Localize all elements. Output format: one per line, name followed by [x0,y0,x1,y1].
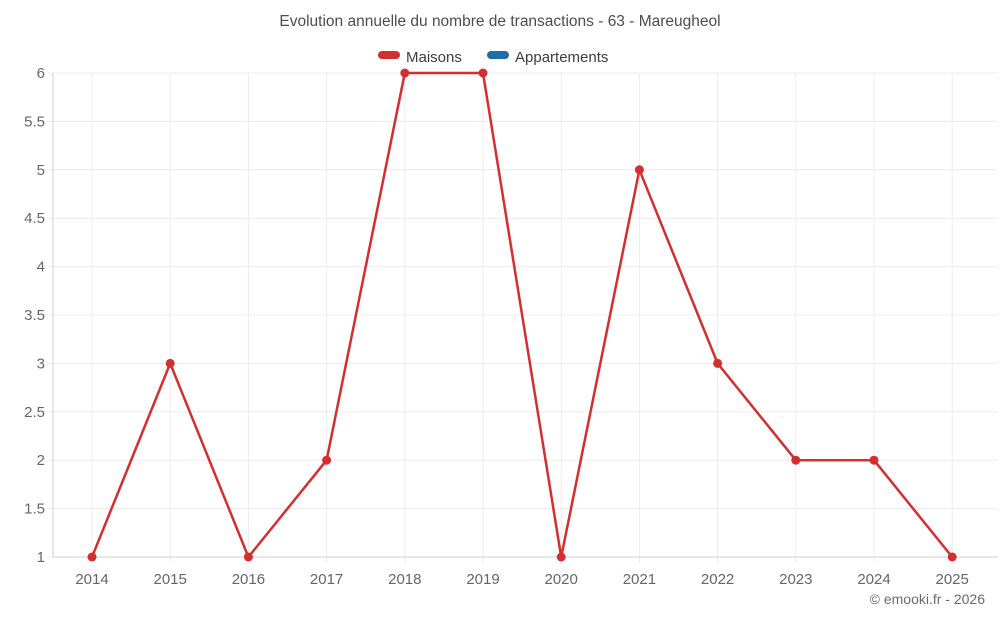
legend-item-maisons[interactable]: Maisons [378,49,462,66]
y-axis-tick-label: 5 [37,162,45,179]
legend: Maisons Appartements [378,49,608,66]
x-axis-tick-label: 2023 [779,571,812,588]
data-point-maisons-2019[interactable] [478,68,488,78]
y-axis-tick-label: 3 [37,355,45,372]
y-axis-tick-label: 6 [37,65,45,82]
x-axis-tick-label: 2025 [936,571,969,588]
x-axis-tick-label: 2018 [388,571,421,588]
x-axis-tick-label: 2019 [466,571,499,588]
x-axis-tick-label: 2024 [857,571,890,588]
legend-swatch-maisons-icon [378,51,400,59]
chart-title: Evolution annuelle du nombre de transact… [279,13,720,30]
y-axis-tick-label: 5.5 [24,113,45,130]
y-axis-tick-label: 1 [37,549,45,566]
x-axis-tick-label: 2016 [232,571,265,588]
data-point-maisons-2025[interactable] [947,552,957,562]
data-point-maisons-2023[interactable] [791,455,801,465]
legend-label-maisons: Maisons [406,49,462,66]
x-axis-tick-label: 2014 [75,571,108,588]
legend-label-appartements: Appartements [515,49,608,66]
legend-item-appartements[interactable]: Appartements [487,49,608,66]
data-point-maisons-2024[interactable] [869,455,879,465]
data-point-maisons-2018[interactable] [400,68,410,78]
x-axis-tick-label: 2015 [154,571,187,588]
axes-layer [52,73,998,558]
axis-labels-layer: 1 1.5 2 2.5 3 3.5 4 4.5 5 5.5 6 2014 2015 2016 2017 201… [24,65,969,588]
series-line-maisons [90,71,954,559]
x-axis-tick-label: 2021 [623,571,656,588]
series-layer [87,68,957,562]
gridlines-layer [47,72,998,563]
y-axis-tick-label: 2 [37,452,45,469]
data-point-maisons-2021[interactable] [634,165,644,175]
y-axis-tick-label: 3.5 [24,307,45,324]
data-point-maisons-2022[interactable] [713,358,723,368]
copyright-label: © emooki.fr - 2026 [870,591,986,607]
y-axis-tick-label: 1.5 [24,501,45,518]
legend-swatch-appartements-icon [487,51,509,59]
data-point-maisons-2014[interactable] [87,552,97,562]
data-point-maisons-2017[interactable] [322,455,332,465]
data-point-maisons-2020[interactable] [556,552,566,562]
x-axis-tick-label: 2020 [545,571,578,588]
x-axis-tick-label: 2017 [310,571,343,588]
x-axis-tick-label: 2022 [701,571,734,588]
data-point-maisons-2016[interactable] [243,552,253,562]
y-axis-tick-label: 4.5 [24,210,45,227]
y-axis-tick-label: 4 [37,259,45,276]
y-axis-tick-label: 2.5 [24,404,45,421]
data-point-maisons-2015[interactable] [165,358,175,368]
